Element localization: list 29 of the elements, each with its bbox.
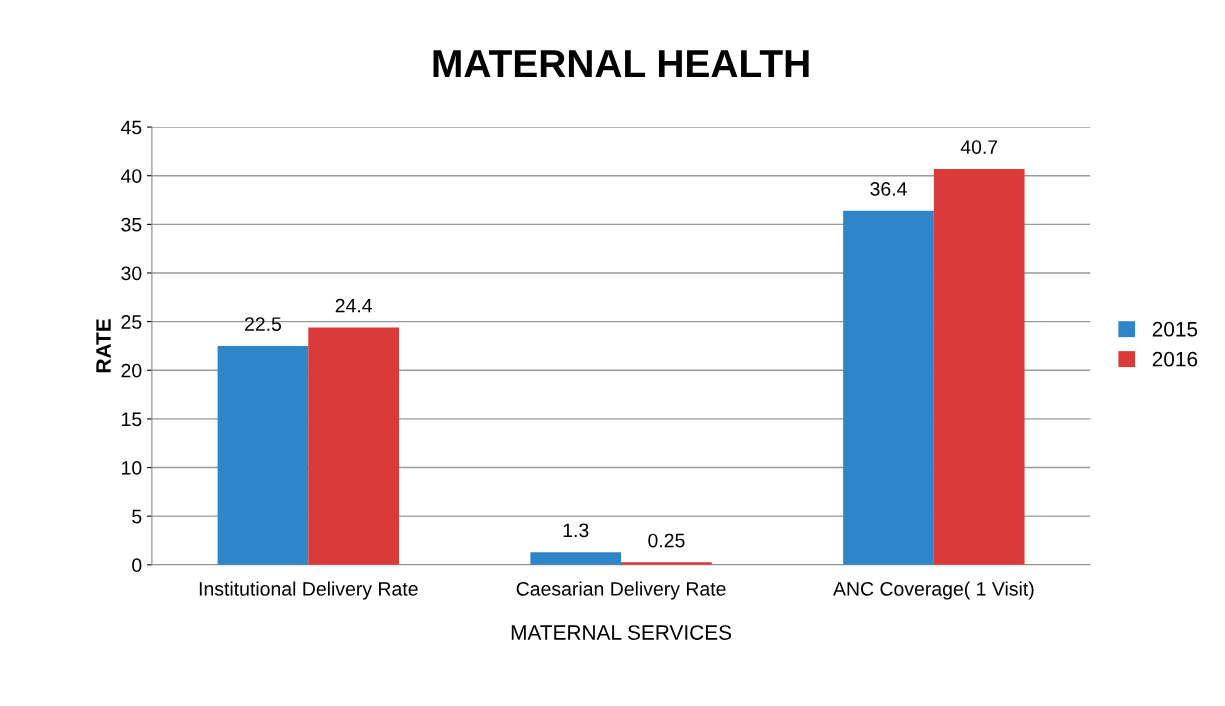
bar <box>217 345 309 565</box>
y-tick-label: 45 <box>121 120 142 135</box>
data-label: 22.5 <box>245 317 282 331</box>
bar <box>308 327 399 565</box>
legend-label: 2015 <box>1152 321 1198 337</box>
y-tick-label: 35 <box>121 217 142 232</box>
y-tick-label: 5 <box>132 509 142 524</box>
data-label: 40.7 <box>960 140 998 154</box>
y-tick-label: 20 <box>121 363 142 378</box>
bar <box>843 210 934 565</box>
y-tick-label: 30 <box>121 266 142 281</box>
data-label: 0.25 <box>648 533 685 548</box>
data-label: 36.4 <box>870 182 907 196</box>
y-tick-label: 0 <box>132 558 142 573</box>
x-tick-label: Institutional Delivery Rate <box>199 581 418 600</box>
data-label: 1.3 <box>563 523 589 538</box>
x-tick-label: Caesarian Delivery Rate <box>516 581 726 600</box>
x-tick-label: ANC Coverage( 1 Visit) <box>833 581 1034 600</box>
y-axis-title: RATE <box>96 319 111 373</box>
bar <box>530 552 622 565</box>
bar <box>933 168 1025 565</box>
chart-title: MATERNAL HEALTH <box>433 50 809 78</box>
data-label: 24.4 <box>335 298 372 313</box>
legend-label: 2016 <box>1152 351 1198 367</box>
y-tick-label: 10 <box>122 461 142 475</box>
y-tick-label: 40 <box>121 169 142 183</box>
y-tick-label: 15 <box>122 412 142 427</box>
y-tick-label: 25 <box>121 315 142 329</box>
x-axis-title: MATERNAL SERVICES <box>511 625 732 640</box>
